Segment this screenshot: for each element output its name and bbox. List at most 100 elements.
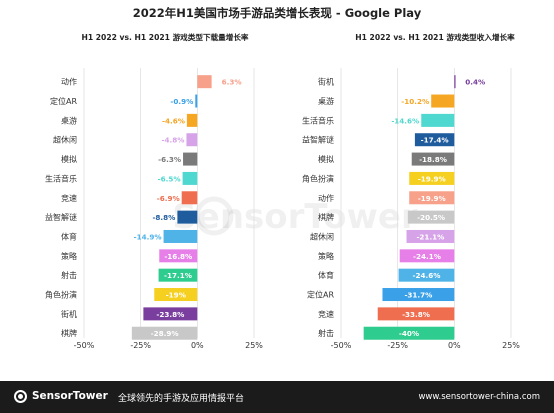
category-label: 策略 bbox=[61, 251, 77, 261]
bar bbox=[183, 152, 198, 166]
footer-tagline: 全球领先的手游及应用情报平台 bbox=[118, 394, 245, 404]
charts-canvas: SensorTower -50% -25% 0% 25% 动作 6.3% 定位AR -0.9%… bbox=[45, 68, 520, 350]
x-tick-label: -50% bbox=[74, 341, 95, 350]
bar bbox=[382, 288, 455, 302]
bar bbox=[158, 268, 198, 282]
x-tick-label: 25% bbox=[502, 341, 520, 350]
downloads-chart: -50% -25% 0% 25% 动作 6.3% 定位AR -0.9% 桌游 -4.6% 超休闲 -4… bbox=[45, 68, 263, 350]
revenue-chart: -50% -25% 0% 25% 街机 0.4% 桌游 -10.2% 生活音乐 -14.6% 益智解… bbox=[302, 68, 520, 350]
data-label: -4.6% bbox=[162, 116, 185, 125]
bar bbox=[131, 326, 198, 340]
watermark-text: SensorTower bbox=[172, 197, 418, 237]
x-tick-label: -25% bbox=[387, 341, 408, 350]
bar bbox=[182, 171, 198, 185]
category-label: 动作 bbox=[61, 77, 77, 87]
x-tick-label: -25% bbox=[130, 341, 151, 350]
category-label: 模拟 bbox=[61, 154, 77, 164]
bar bbox=[197, 75, 212, 89]
bar bbox=[414, 133, 455, 147]
data-label: -4.8% bbox=[162, 136, 185, 145]
category-label: 超休闲 bbox=[53, 135, 77, 145]
data-label: -28.9% bbox=[151, 329, 179, 338]
bar bbox=[431, 94, 455, 108]
data-label: -16.8% bbox=[164, 252, 192, 261]
bar bbox=[195, 94, 198, 108]
bar bbox=[411, 152, 455, 166]
category-label: 益智解谜 bbox=[45, 212, 77, 222]
bar bbox=[186, 113, 198, 127]
category-label: 竞速 bbox=[318, 309, 334, 319]
bar bbox=[421, 113, 455, 127]
data-label: -0.9% bbox=[170, 97, 193, 106]
category-label: 定位AR bbox=[307, 290, 334, 300]
bar bbox=[409, 171, 455, 185]
bar bbox=[398, 268, 455, 282]
category-label: 超休闲 bbox=[310, 231, 334, 241]
bar bbox=[409, 191, 455, 205]
bar bbox=[363, 326, 455, 340]
data-label: -17.1% bbox=[164, 271, 192, 280]
data-label: -33.8% bbox=[402, 310, 430, 319]
category-label: 街机 bbox=[61, 309, 77, 319]
data-label: -24.6% bbox=[412, 271, 440, 280]
data-label: -40% bbox=[399, 329, 419, 338]
left-chart-subtitle: H1 2022 vs. H1 2021 游戏类型下载量增长率 bbox=[81, 33, 249, 42]
bar bbox=[186, 133, 198, 147]
category-label: 动作 bbox=[318, 193, 334, 203]
category-label: 角色扮演 bbox=[45, 290, 77, 300]
bar bbox=[159, 249, 198, 263]
data-label: -23.8% bbox=[156, 310, 184, 319]
right-chart-subtitle: H1 2022 vs. H1 2021 游戏类型收入增长率 bbox=[355, 33, 515, 42]
bar bbox=[181, 191, 198, 205]
data-label: -6.5% bbox=[158, 174, 181, 183]
category-label: 桌游 bbox=[61, 115, 77, 125]
chart-title: 2022年H1美国市场手游品类增长表现 - Google Play bbox=[132, 6, 422, 20]
data-label: -14.9% bbox=[134, 232, 162, 241]
category-label: 街机 bbox=[318, 77, 334, 87]
x-tick-label: 25% bbox=[245, 341, 263, 350]
data-label: -24.1% bbox=[413, 252, 441, 261]
bar bbox=[454, 75, 456, 89]
category-label: 棋牌 bbox=[318, 212, 334, 222]
data-label: -18.8% bbox=[419, 155, 447, 164]
data-label: -14.6% bbox=[391, 116, 419, 125]
x-tick-label: -50% bbox=[331, 341, 352, 350]
x-tick-label: 0% bbox=[448, 341, 461, 350]
category-label: 竞速 bbox=[61, 193, 77, 203]
data-label: 6.3% bbox=[222, 78, 242, 87]
bar bbox=[143, 307, 198, 321]
category-label: 体育 bbox=[61, 231, 77, 241]
category-label: 生活音乐 bbox=[302, 115, 334, 125]
bar bbox=[406, 229, 455, 243]
data-label: -8.8% bbox=[152, 213, 175, 222]
data-label: -19.9% bbox=[418, 174, 446, 183]
bar bbox=[407, 210, 455, 224]
bar bbox=[177, 210, 198, 224]
category-label: 益智解谜 bbox=[302, 135, 334, 145]
data-label: -19% bbox=[166, 291, 186, 300]
data-label: -20.5% bbox=[417, 213, 445, 222]
sensortower-logo-icon bbox=[14, 390, 27, 403]
data-label: -21.1% bbox=[416, 232, 444, 241]
category-label: 体育 bbox=[318, 270, 334, 280]
data-label: 0.4% bbox=[465, 78, 485, 87]
data-label: -17.4% bbox=[421, 136, 449, 145]
bar bbox=[377, 307, 455, 321]
data-label: -6.3% bbox=[158, 155, 181, 164]
category-label: 棋牌 bbox=[61, 328, 77, 338]
footer-url[interactable]: www.sensortower-china.com bbox=[418, 392, 540, 402]
data-label: -19.9% bbox=[418, 194, 446, 203]
data-label: -6.9% bbox=[157, 194, 180, 203]
category-label: 模拟 bbox=[318, 154, 334, 164]
footer-bar: SensorTower 全球领先的手游及应用情报平台 www.sensortow… bbox=[0, 381, 554, 413]
category-label: 射击 bbox=[61, 270, 77, 280]
bar bbox=[399, 249, 455, 263]
x-tick-label: 0% bbox=[191, 341, 204, 350]
category-label: 定位AR bbox=[50, 96, 77, 106]
data-label: -10.2% bbox=[401, 97, 429, 106]
bar bbox=[154, 288, 198, 302]
footer-brand: SensorTower bbox=[32, 390, 108, 402]
category-label: 桌游 bbox=[318, 96, 334, 106]
category-label: 射击 bbox=[318, 328, 334, 338]
bar bbox=[163, 229, 198, 243]
